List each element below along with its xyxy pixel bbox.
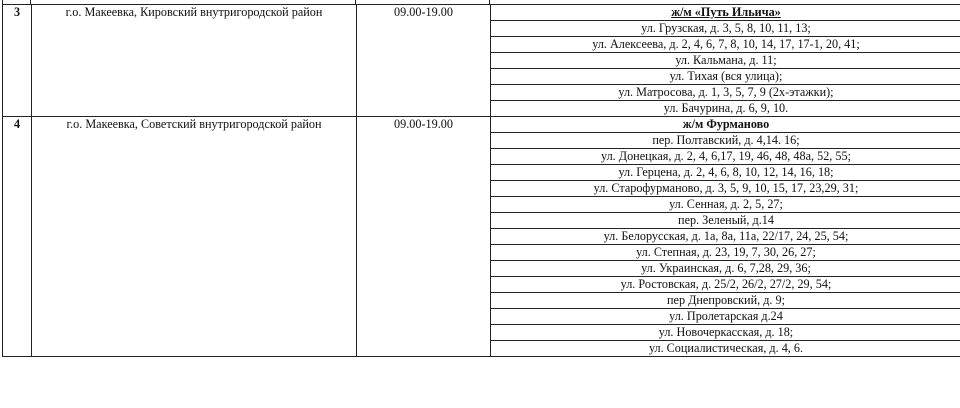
- address-text: ул. Матросова, д. 1, 3, 5, 7, 9 (2х-этаж…: [618, 85, 834, 100]
- hours-cell: 09.00-19.00: [356, 116, 491, 357]
- address-text: ул. Бачурина, д. 6, 9, 10.: [663, 101, 789, 116]
- address-cell: пер Днепровский, д. 9;: [490, 292, 960, 309]
- district-cell: г.о. Макеевка, Советский внутригородской…: [31, 116, 357, 357]
- address-text: ул. Кальмана, д. 11;: [675, 53, 777, 68]
- address-cell: ул. Донецкая, д. 2, 4, 6,17, 19, 46, 48,…: [490, 148, 960, 165]
- address-cell: ул. Пролетарская д.24: [490, 308, 960, 325]
- address-row: пер. Полтавский, д. 4,14. 16;: [3, 132, 960, 149]
- table-row: 4 г.о. Макеевка, Советский внутригородско…: [2, 116, 960, 357]
- address-text: ул. Степная, д. 23, 19, 7, 30, 26, 27;: [636, 245, 816, 260]
- address-cell: ул. Кальмана, д. 11;: [490, 52, 960, 69]
- address-cell: ул. Грузская, д. 3, 5, 8, 10, 11, 13;: [490, 20, 960, 37]
- address-cell: пер. Полтавский, д. 4,14. 16;: [490, 132, 960, 149]
- table-row: 3 г.о. Макеевка, Кировский внутригородско…: [2, 4, 960, 117]
- table-border-stub: [30, 0, 31, 4]
- row-number: 4: [2, 116, 32, 357]
- address-text: пер. Полтавский, д. 4,14. 16;: [652, 133, 800, 148]
- address-row: ул. Украинская, д. 6, 7,28, 29, 36;: [3, 260, 960, 277]
- area-cell: ж/м «Путь Ильича»: [490, 4, 960, 21]
- address-cell: ул. Матросова, д. 1, 3, 5, 7, 9 (2х-этаж…: [490, 84, 960, 101]
- address-row: ул. Социалистическая, д. 4, 6.: [3, 340, 960, 357]
- area-heading: ж/м «Путь Ильича»: [671, 5, 781, 20]
- address-cell: ул. Украинская, д. 6, 7,28, 29, 36;: [490, 260, 960, 277]
- address-cell: ул. Сенная, д. 2, 5, 27;: [490, 196, 960, 213]
- address-row: ул. Кальмана, д. 11;: [3, 52, 960, 69]
- schedule-table-body: 3 г.о. Макеевка, Кировский внутригородско…: [2, 4, 960, 357]
- address-row: ул. Пролетарская д.24: [3, 308, 960, 325]
- address-cell: ул. Социалистическая, д. 4, 6.: [490, 340, 960, 357]
- area-cell: ж/м Фурманово: [490, 116, 960, 133]
- table-border-stub: [489, 0, 490, 4]
- address-cell: ул. Тихая (вся улица);: [490, 68, 960, 85]
- address-cell: ул. Старофурманово, д. 3, 5, 9, 10, 15, …: [490, 180, 960, 197]
- hours-cell: 09.00-19.00: [356, 4, 491, 117]
- area-heading: ж/м Фурманово: [682, 117, 770, 132]
- address-cell: ул. Белорусская, д. 1а, 8а, 11а, 22/17, …: [490, 228, 960, 245]
- row-number: 3: [2, 4, 32, 117]
- address-text: ул. Ростовская, д. 25/2, 26/2, 27/2, 29,…: [620, 277, 832, 292]
- address-text: ул. Старофурманово, д. 3, 5, 9, 10, 15, …: [593, 181, 859, 196]
- address-text: ул. Сенная, д. 2, 5, 27;: [669, 197, 783, 212]
- table-border-stub: [355, 0, 356, 4]
- address-cell: ул. Степная, д. 23, 19, 7, 30, 26, 27;: [490, 244, 960, 261]
- address-text: ул. Алексеева, д. 2, 4, 6, 7, 8, 10, 14,…: [592, 37, 860, 52]
- address-text: ул. Герцена, д. 2, 4, 6, 8, 10, 12, 14, …: [618, 165, 834, 180]
- address-text: ул. Социалистическая, д. 4, 6.: [648, 341, 804, 356]
- address-text: ул. Пролетарская д.24: [669, 309, 783, 324]
- address-text: ул. Украинская, д. 6, 7,28, 29, 36;: [641, 261, 811, 276]
- address-row: ул. Бачурина, д. 6, 9, 10.: [3, 100, 960, 117]
- address-text: ул. Белорусская, д. 1а, 8а, 11а, 22/17, …: [603, 229, 849, 244]
- address-cell: ул. Бачурина, д. 6, 9, 10.: [490, 100, 960, 117]
- schedule-table: 3 г.о. Макеевка, Кировский внутригородско…: [2, 4, 960, 357]
- address-row: ул. Новочеркасская, д. 18;: [3, 324, 960, 341]
- district-cell: г.о. Макеевка, Кировский внутригородской…: [31, 4, 357, 117]
- address-cell: ул. Новочеркасская, д. 18;: [490, 324, 960, 341]
- address-text: пер Днепровский, д. 9;: [667, 293, 785, 308]
- address-text: ул. Грузская, д. 3, 5, 8, 10, 11, 13;: [641, 21, 811, 36]
- address-text: ул. Тихая (вся улица);: [669, 69, 783, 84]
- address-text: ул. Новочеркасская, д. 18;: [658, 325, 794, 340]
- address-cell: ул. Алексеева, д. 2, 4, 6, 7, 8, 10, 14,…: [490, 36, 960, 53]
- address-cell: пер. Зеленый, д.14: [490, 212, 960, 229]
- table-border-stub: [2, 0, 3, 4]
- address-text: ул. Донецкая, д. 2, 4, 6,17, 19, 46, 48,…: [601, 149, 851, 164]
- address-text: пер. Зеленый, д.14: [678, 213, 774, 228]
- address-cell: ул. Ростовская, д. 25/2, 26/2, 27/2, 29,…: [490, 276, 960, 293]
- address-cell: ул. Герцена, д. 2, 4, 6, 8, 10, 12, 14, …: [490, 164, 960, 181]
- address-row: ул. Матросова, д. 1, 3, 5, 7, 9 (2х-этаж…: [3, 84, 960, 101]
